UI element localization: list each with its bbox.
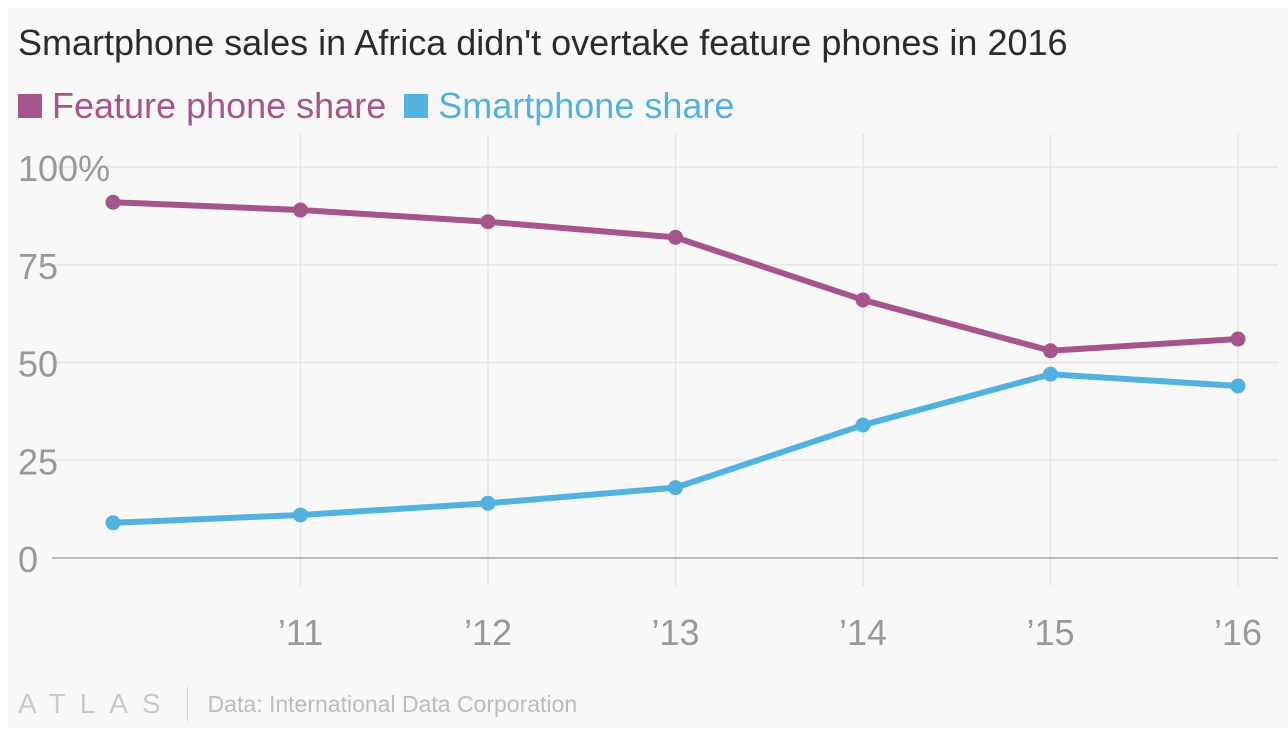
y-tick-label: 25 — [18, 441, 58, 482]
footer: ATLAS Data: International Data Corporati… — [18, 684, 577, 724]
data-point-feature-phone-share — [480, 214, 496, 230]
legend-item-feature-phone: Feature phone share — [18, 85, 386, 127]
data-point-feature-phone-share — [855, 292, 871, 308]
legend-label-smartphone: Smartphone share — [438, 85, 735, 126]
x-tick-label: ’15 — [1026, 612, 1074, 653]
x-tick-label: ’13 — [651, 612, 699, 653]
data-point-smartphone-share — [668, 480, 683, 496]
chart-title: Smartphone sales in Africa didn't overta… — [18, 22, 1068, 63]
y-tick-label: 50 — [18, 344, 58, 385]
line-chart: 0 25 50 75 100% ’11 ’12 ’13 ’14 ’15 ’16 — [18, 134, 1278, 653]
data-point-smartphone-share — [293, 507, 308, 523]
chart-card: Smartphone sales in Africa didn't overta… — [8, 8, 1288, 728]
legend-swatch-smartphone — [404, 94, 429, 118]
data-point-feature-phone-share — [293, 202, 308, 218]
footer-divider — [186, 687, 188, 721]
source-note: Data: International Data Corporation — [207, 690, 578, 717]
data-point-feature-phone-share — [668, 229, 683, 245]
x-tick-label: ’12 — [464, 612, 512, 653]
y-tick-label: 0 — [18, 539, 38, 580]
legend-swatch-feature-phone — [18, 94, 42, 118]
data-point-smartphone-share — [855, 417, 871, 433]
x-tick-label: ’14 — [839, 612, 887, 653]
y-tick-label: 75 — [18, 246, 58, 287]
data-point-smartphone-share — [1230, 378, 1246, 394]
data-point-smartphone-share — [105, 515, 121, 531]
data-point-feature-phone-share — [1230, 331, 1246, 347]
y-tick-label: 100% — [18, 148, 110, 189]
data-point-smartphone-share — [1043, 366, 1058, 382]
legend-item-smartphone: Smartphone share — [404, 85, 734, 127]
data-point-feature-phone-share — [105, 194, 121, 210]
legend: Feature phone share Smartphone share — [18, 84, 752, 128]
brand-logo: ATLAS — [18, 688, 175, 719]
x-tick-label: ’11 — [278, 612, 323, 653]
legend-label-feature-phone: Feature phone share — [52, 85, 387, 126]
data-point-smartphone-share — [480, 495, 496, 511]
data-point-feature-phone-share — [1043, 343, 1058, 359]
x-tick-label: ’16 — [1214, 612, 1262, 653]
